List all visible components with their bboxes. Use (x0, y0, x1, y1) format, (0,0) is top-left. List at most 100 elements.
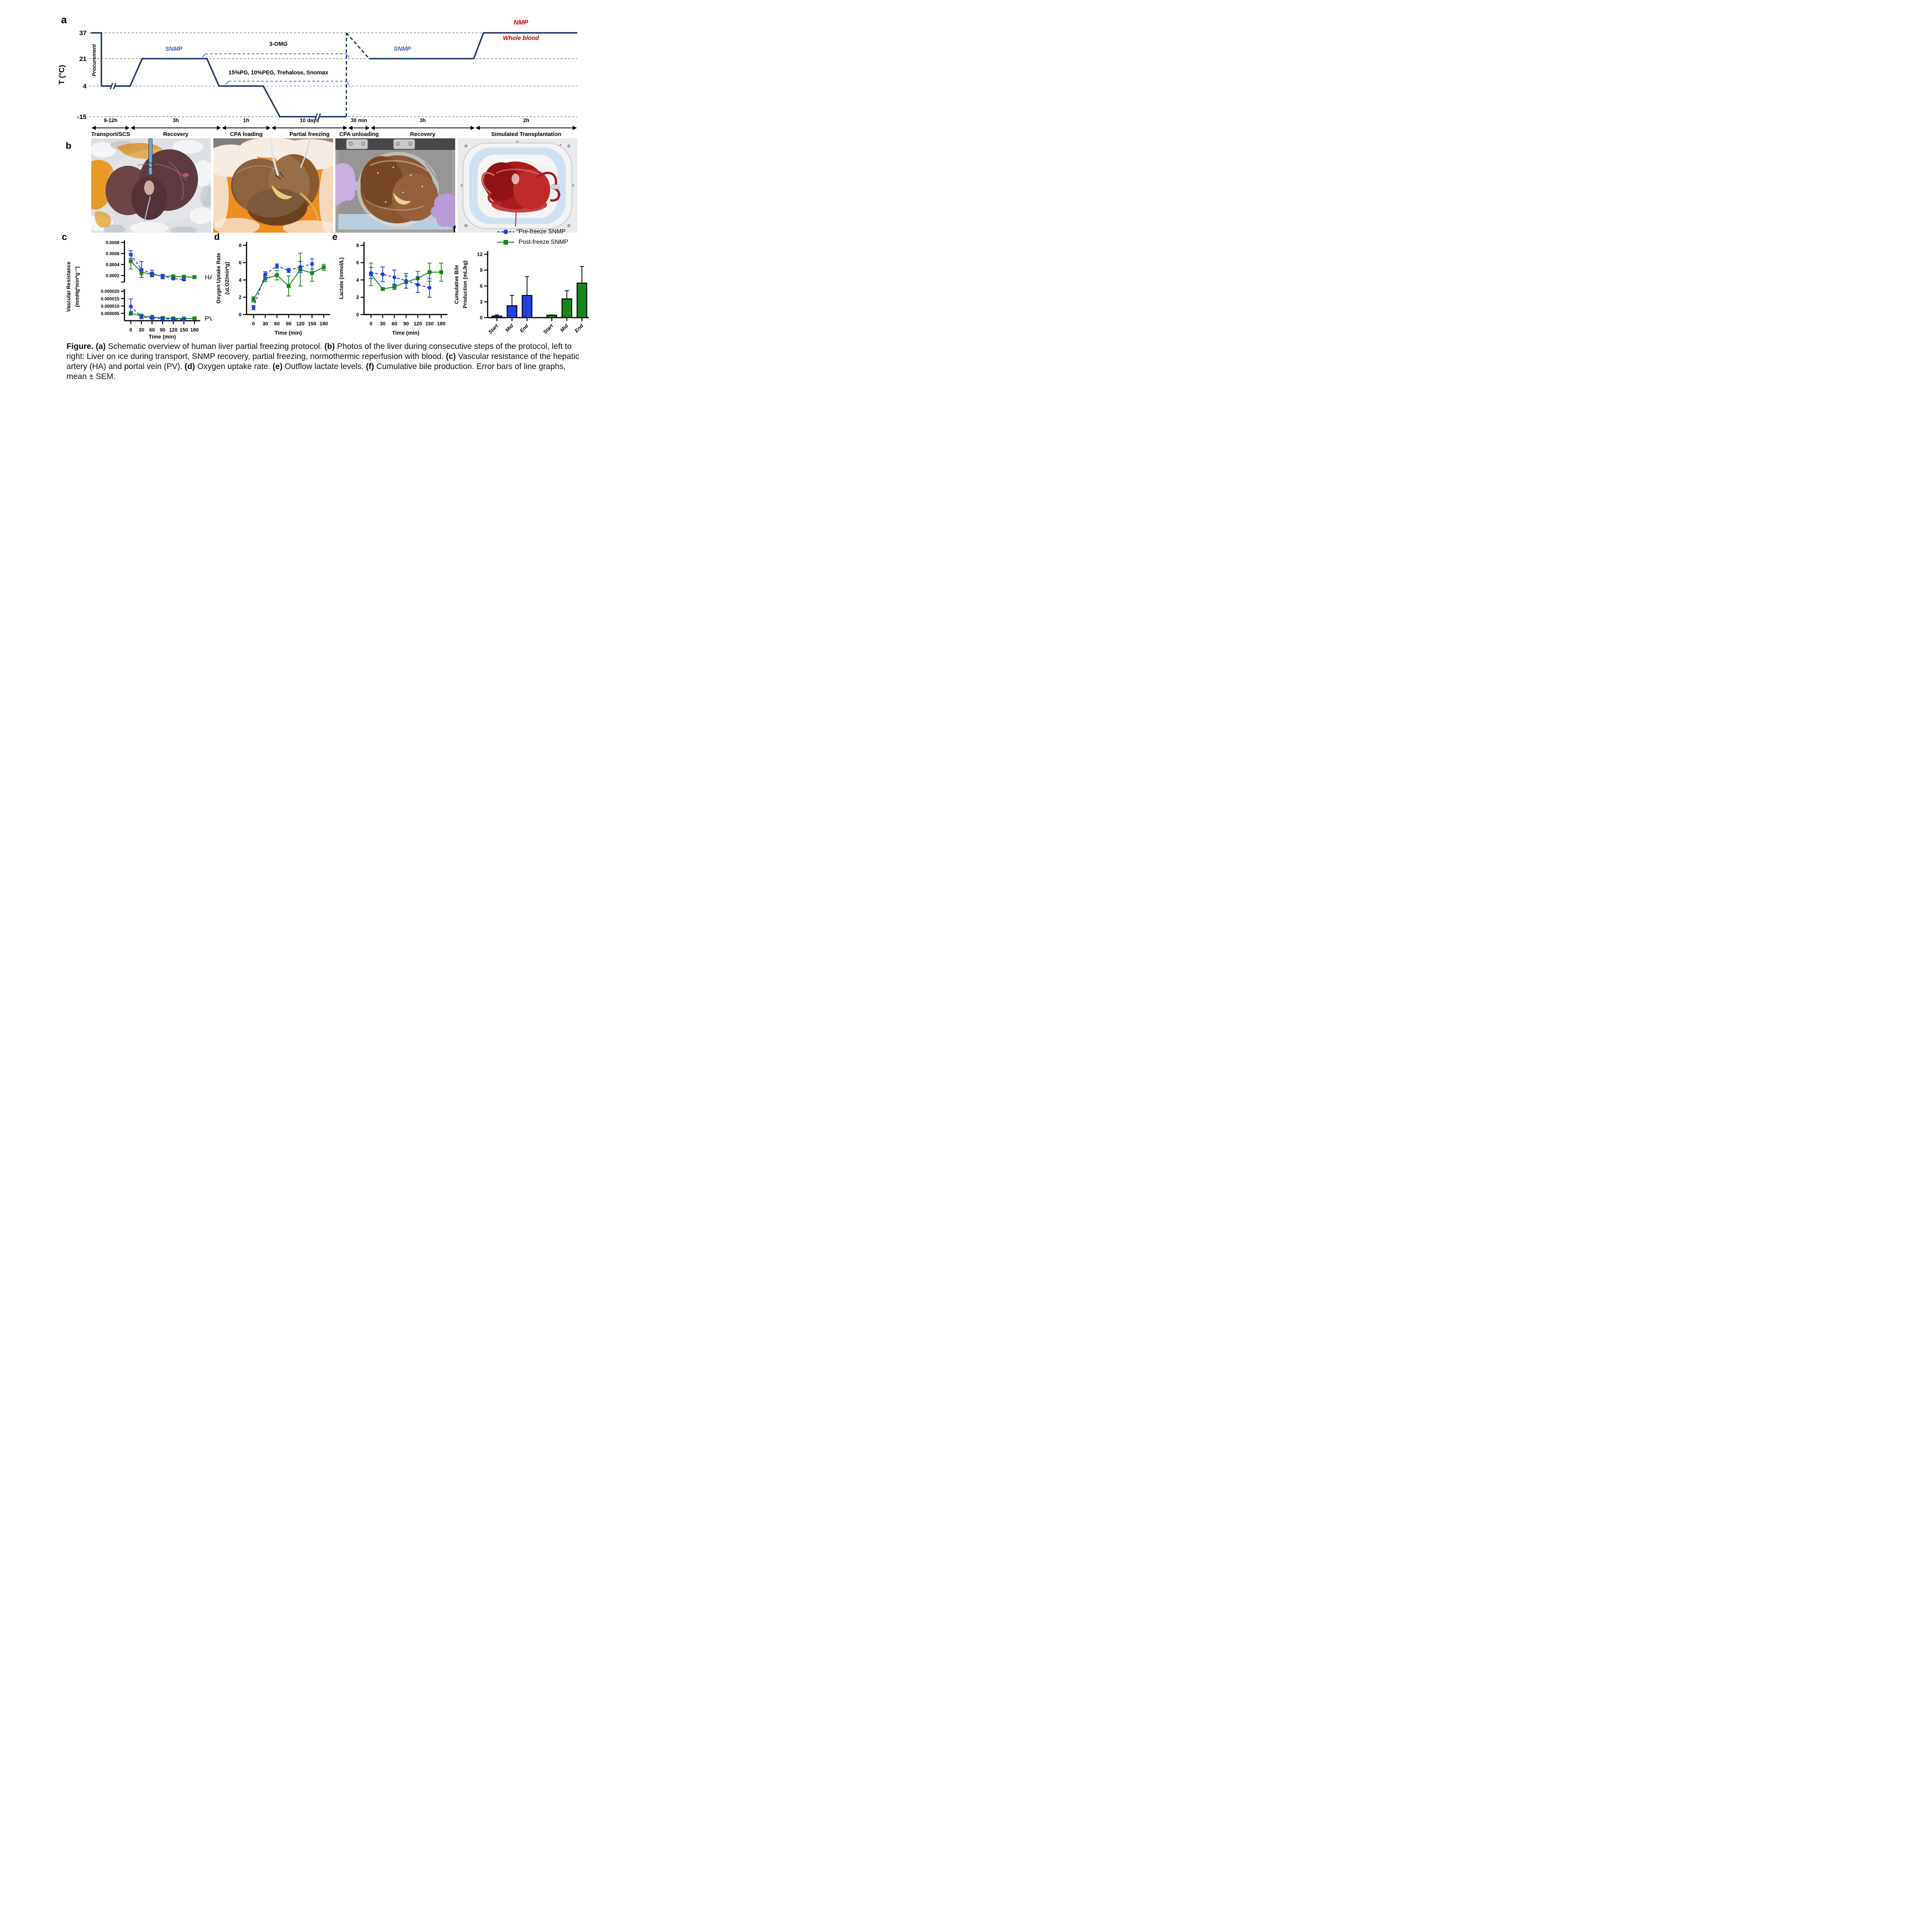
glove-left (335, 163, 359, 206)
svg-text:Transport/SCS: Transport/SCS (91, 131, 130, 138)
c-pv-series-pre-freeze (128, 298, 186, 321)
svg-text:0: 0 (356, 312, 359, 318)
svg-text:180: 180 (437, 321, 446, 327)
caption-segment: (a) (95, 342, 108, 351)
svg-text:2h: 2h (523, 117, 529, 123)
svg-text:60: 60 (391, 321, 397, 327)
caption-segment: Outflow lactate levels. (284, 362, 366, 371)
panel-label-d: d (214, 232, 220, 242)
svg-text:3-OMG: 3-OMG (269, 41, 288, 47)
svg-text:10 days: 10 days (300, 117, 319, 123)
svg-text:0: 0 (252, 321, 255, 327)
svg-text:9: 9 (480, 267, 483, 273)
panel-label-e: e (332, 232, 338, 242)
liver-graphic (105, 149, 198, 220)
figure-caption: Figure. (a) Schematic overview of human … (66, 342, 580, 382)
svg-text:Whole blood: Whole blood (503, 35, 539, 41)
d-series-pre-freeze (251, 258, 315, 310)
svg-text:Cumulative Bile: Cumulative Bile (454, 265, 459, 304)
legend: Pre-freeze SNMP Post-freeze SNMP (497, 226, 568, 247)
svg-text:90: 90 (286, 321, 291, 327)
svg-text:150: 150 (180, 327, 188, 333)
svg-text:Time (min): Time (min) (149, 333, 176, 340)
caption-segment: Figure. (66, 342, 96, 351)
photo-normothermic-reperfusion (457, 138, 577, 233)
svg-text:Mid: Mid (504, 323, 515, 333)
panel-label-f: f (453, 224, 456, 235)
svg-text:T (°C): T (°C) (58, 65, 66, 85)
svg-text:1h: 1h (243, 117, 249, 123)
chart-lactate: 0 2 4 6 8 0 30 60 90 120 150 180 Time (min) Lactate (… (338, 242, 447, 336)
svg-text:2: 2 (239, 295, 242, 300)
svg-text:8: 8 (239, 243, 242, 248)
post-freeze-marker-icon (497, 240, 514, 245)
temperature-gridlines (89, 32, 577, 117)
caption-segment: Cumulative bile production. Error bars o… (66, 362, 566, 381)
c-ha-axes: 0.0002 0.0004 0.0006 0.0008 (106, 240, 125, 283)
svg-text:8: 8 (356, 243, 359, 248)
photo-partial-freezing-cooler (335, 138, 455, 233)
vascular-resistance-axis-title: Vascular Resistance (mmHg*min*g⁻¹) (66, 261, 80, 312)
perfusion-tube (270, 138, 279, 176)
e-series-pre-freeze (369, 266, 432, 298)
svg-text:PV: PV (205, 315, 212, 322)
svg-text:(uLO2/min*g): (uLO2/min*g) (224, 262, 230, 295)
svg-text:SNMP: SNMP (165, 46, 182, 53)
caption-segment: (b) (324, 342, 337, 351)
svg-text:120: 120 (296, 321, 304, 327)
photo-snmp-recovery-bath (213, 138, 333, 233)
svg-text:0.000020: 0.000020 (101, 289, 119, 294)
liver-graphic (231, 152, 319, 226)
svg-text:Oxygen Uptake Rate: Oxygen Uptake Rate (216, 253, 221, 304)
svg-text:4: 4 (239, 277, 242, 283)
f-bars: Start Mid End Start Mid End (487, 266, 587, 335)
chart-cumulative-bile-production: 0 3 6 9 12 Cumulative Bile Production (mL/kg) S… (454, 251, 589, 335)
svg-text:SNMP: SNMP (394, 46, 411, 53)
svg-text:6: 6 (356, 260, 359, 265)
c-pv-axes: 0.000005 0.000010 0.000015 0.000020 0 30 60 90 1… (101, 289, 200, 340)
panel-label-a: a (61, 14, 67, 26)
svg-text:End: End (519, 323, 530, 334)
svg-text:3h: 3h (173, 117, 179, 123)
svg-text:Mid: Mid (559, 323, 570, 333)
svg-text:0: 0 (370, 321, 372, 327)
svg-text:30: 30 (262, 321, 268, 327)
svg-text:120: 120 (413, 321, 422, 327)
svg-text:60: 60 (274, 321, 279, 327)
panel-label-c: c (62, 232, 67, 242)
svg-text:0.000010: 0.000010 (101, 304, 119, 309)
svg-text:Procurement: Procurement (91, 44, 97, 77)
svg-text:15%PG, 10%PEG, Trehalose, Snom: 15%PG, 10%PEG, Trehalose, Snomax (228, 70, 328, 76)
caption-segment: Oxygen uptake rate. (197, 362, 273, 371)
svg-text:21: 21 (79, 55, 87, 63)
svg-text:4: 4 (356, 277, 359, 283)
svg-text:3: 3 (480, 299, 483, 305)
legend-item-pre-freeze: Pre-freeze SNMP (497, 226, 568, 237)
svg-text:0.0002: 0.0002 (106, 274, 119, 278)
svg-text:Time (min): Time (min) (392, 330, 420, 336)
perfusate-foam (213, 138, 333, 233)
svg-text:120: 120 (169, 327, 178, 333)
pre-freeze-marker-icon (497, 229, 514, 234)
e-axes: 0 2 4 6 8 0 30 60 90 120 150 180 Time (min) (356, 242, 447, 336)
svg-text:CPA unloading: CPA unloading (339, 131, 379, 138)
svg-text:4: 4 (83, 83, 87, 90)
svg-text:Vascular Resistance: Vascular Resistance (66, 261, 71, 312)
svg-text:0.0006: 0.0006 (106, 252, 119, 257)
d-series-post-freeze (251, 253, 326, 303)
svg-text:30: 30 (380, 321, 385, 327)
c-ha-series-pre-freeze (128, 250, 186, 282)
svg-text:0: 0 (239, 312, 242, 318)
svg-text:Partial freezing: Partial freezing (289, 131, 330, 138)
svg-text:30 min: 30 min (351, 117, 367, 123)
svg-text:0.000005: 0.000005 (101, 311, 120, 316)
caption-segment: (c) (446, 352, 458, 361)
panel-label-b: b (66, 141, 71, 151)
svg-text:12: 12 (477, 252, 483, 257)
protocol-temperature-line (91, 32, 577, 120)
svg-text:Recovery: Recovery (410, 131, 435, 138)
caption-segment: Schematic overview of human liver partia… (108, 342, 325, 351)
svg-text:Time (min): Time (min) (275, 330, 302, 336)
svg-text:0: 0 (129, 327, 132, 333)
svg-text:2: 2 (356, 295, 359, 300)
